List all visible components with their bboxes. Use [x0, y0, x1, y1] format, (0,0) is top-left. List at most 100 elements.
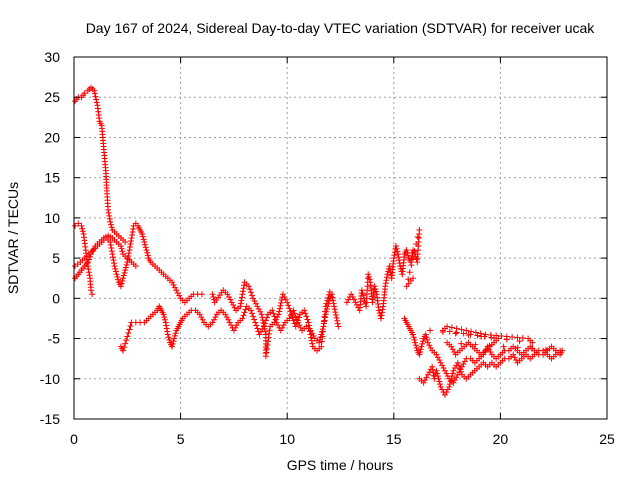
data-point	[451, 377, 458, 384]
data-point	[308, 334, 315, 341]
data-point	[482, 331, 489, 338]
data-point	[231, 304, 238, 311]
data-point	[322, 303, 329, 310]
data-point	[426, 342, 433, 349]
data-point	[266, 327, 273, 334]
y-tick-label: 10	[44, 210, 60, 226]
data-point	[516, 338, 523, 345]
data-point	[109, 254, 116, 261]
data-point	[292, 323, 299, 330]
data-point	[292, 313, 299, 320]
data-point	[117, 243, 124, 250]
data-point	[249, 310, 256, 317]
data-point	[332, 311, 339, 318]
data-point	[450, 367, 457, 374]
data-point	[252, 319, 259, 326]
data-point	[443, 389, 450, 396]
data-point	[302, 310, 309, 317]
data-point	[75, 220, 82, 227]
data-point	[241, 309, 248, 316]
data-point	[359, 289, 366, 296]
data-point	[257, 308, 264, 315]
data-point	[276, 305, 283, 312]
data-point	[228, 322, 235, 329]
data-point	[128, 238, 135, 245]
data-point	[126, 244, 133, 251]
data-point	[121, 344, 128, 351]
data-point	[448, 343, 455, 350]
data-point	[448, 375, 455, 382]
data-point	[306, 325, 313, 332]
data-point	[107, 218, 114, 225]
data-point	[130, 225, 137, 232]
data-point	[322, 308, 329, 315]
data-point	[542, 346, 549, 353]
data-point	[463, 327, 470, 334]
data-point	[122, 264, 129, 271]
data-point	[143, 247, 150, 254]
data-point	[199, 316, 206, 323]
data-point	[142, 244, 149, 251]
data-point	[286, 305, 293, 312]
data-point	[222, 311, 229, 318]
data-point	[263, 345, 270, 352]
data-point	[115, 276, 122, 283]
data-point	[433, 367, 440, 374]
data-point	[129, 228, 136, 235]
data-point	[169, 279, 176, 286]
data-point	[287, 308, 294, 315]
data-point	[211, 316, 218, 323]
data-point	[282, 296, 289, 303]
data-point	[225, 316, 232, 323]
data-point	[290, 307, 297, 314]
data-point	[111, 263, 118, 270]
data-point	[458, 326, 465, 333]
data-point	[119, 248, 126, 255]
data-point	[276, 308, 283, 315]
data-point	[409, 255, 416, 262]
data-point	[418, 343, 425, 350]
data-point	[289, 314, 296, 321]
x-tick-label: 5	[177, 431, 185, 447]
data-point	[120, 275, 127, 282]
y-tick-labels: -15 -10 -5 0 5 10 15 20 25 30	[40, 49, 60, 427]
data-point	[391, 252, 398, 259]
data-point	[110, 260, 117, 267]
data-point	[481, 348, 488, 355]
data-point	[514, 344, 521, 351]
data-point	[413, 344, 420, 351]
x-tick-label: 15	[386, 431, 402, 447]
data-point	[91, 90, 98, 97]
y-tick-label: 0	[52, 290, 60, 306]
data-point	[395, 254, 402, 261]
data-point	[107, 239, 114, 246]
y-axis-label: SDTVAR / TECUs	[5, 182, 21, 294]
data-point	[332, 309, 339, 316]
data-point	[318, 338, 325, 345]
data-point	[239, 291, 246, 298]
series-burst	[343, 226, 423, 322]
x-tick-label: 20	[493, 431, 509, 447]
data-point	[460, 361, 467, 368]
data-point	[124, 259, 131, 266]
data-point	[392, 243, 399, 250]
data-point	[416, 226, 423, 233]
data-point	[212, 314, 219, 321]
data-point	[140, 236, 147, 243]
data-point	[498, 333, 505, 340]
data-point	[413, 256, 420, 263]
data-point	[382, 280, 389, 287]
data-point	[406, 269, 413, 276]
data-point	[262, 353, 269, 360]
data-point	[210, 293, 217, 300]
data-point	[447, 378, 454, 385]
data-point	[307, 328, 314, 335]
data-point	[165, 334, 172, 341]
x-tick-label: 10	[279, 431, 295, 447]
data-point	[120, 347, 127, 354]
data-point	[320, 323, 327, 330]
data-point	[325, 294, 332, 301]
data-point	[122, 239, 129, 246]
data-point	[225, 293, 232, 300]
data-point	[365, 271, 372, 278]
